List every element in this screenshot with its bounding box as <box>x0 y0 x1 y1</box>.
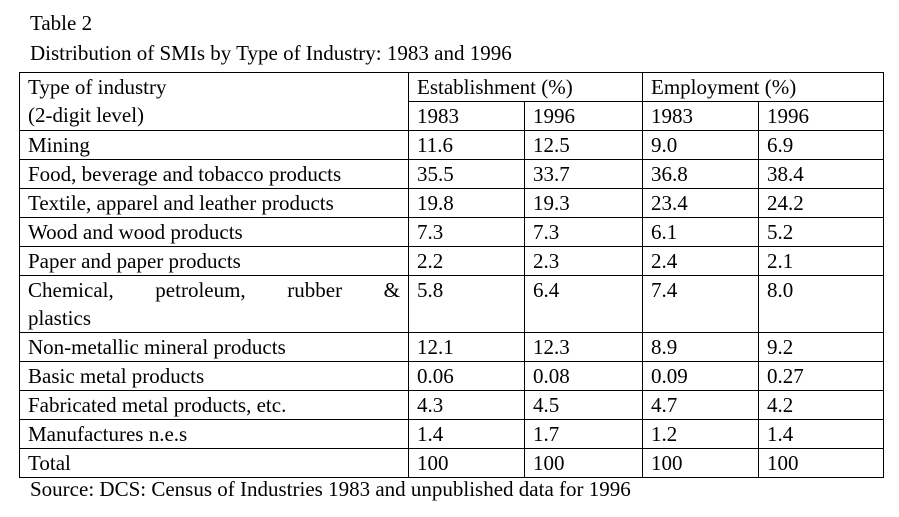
value-cell: 1.2 <box>642 419 759 449</box>
value-cell: 1.4 <box>758 419 884 449</box>
value-cell: 2.4 <box>642 246 759 276</box>
industry-name: Manufactures n.e.s <box>19 419 409 449</box>
value-cell: 1.7 <box>524 419 643 449</box>
type-of-industry-header: Type of industry (2-digit level) <box>19 72 409 131</box>
value-cell: 19.8 <box>408 188 525 218</box>
industry-word: rubber <box>287 278 343 302</box>
value-cell: 0.06 <box>408 361 525 391</box>
value-cell: 5.8 <box>408 275 525 333</box>
header-row: Type of industry (2-digit level) Establi… <box>19 72 884 131</box>
table-row: Non-metallic mineral products 12.1 12.3 … <box>19 332 884 362</box>
industry-name: Textile, apparel and leather products <box>19 188 409 218</box>
value-cell: 5.2 <box>758 217 884 247</box>
value-cell: 12.1 <box>408 332 525 362</box>
industry-name-line2: plastics <box>28 306 91 330</box>
value-cell: 12.3 <box>524 332 643 362</box>
industry-name: Food, beverage and tobacco products <box>19 159 409 189</box>
value-cell: 23.4 <box>642 188 759 218</box>
table-row: Paper and paper products 2.2 2.3 2.4 2.1 <box>19 246 884 276</box>
industry-name: Wood and wood products <box>19 217 409 247</box>
table-number: Table 2 <box>30 11 93 35</box>
source-note: Source: DCS: Census of Industries 1983 a… <box>30 477 631 501</box>
value-cell: 7.3 <box>408 217 525 247</box>
value-cell: 4.5 <box>524 390 643 420</box>
year-header: 1983 <box>642 101 759 131</box>
value-cell: 24.2 <box>758 188 884 218</box>
industry-name: Basic metal products <box>19 361 409 391</box>
value-cell: 100 <box>758 448 884 478</box>
table-caption: Distribution of SMIs by Type of Industry… <box>30 41 512 65</box>
year-header: 1996 <box>758 101 884 131</box>
industry-word: petroleum, <box>155 278 246 302</box>
establishment-header: Establishment (%) <box>408 72 643 102</box>
value-cell: 0.27 <box>758 361 884 391</box>
value-cell: 33.7 <box>524 159 643 189</box>
value-cell: 11.6 <box>408 130 525 160</box>
value-cell: 6.9 <box>758 130 884 160</box>
value-cell: 2.1 <box>758 246 884 276</box>
value-cell: 100 <box>408 448 525 478</box>
value-cell: 35.5 <box>408 159 525 189</box>
industry-name: Fabricated metal products, etc. <box>19 390 409 420</box>
type-of-industry-label: Type of industry <box>28 75 167 99</box>
digit-level-label: (2-digit level) <box>28 103 145 127</box>
value-cell: 100 <box>524 448 643 478</box>
table-row: Fabricated metal products, etc. 4.3 4.5 … <box>19 390 884 420</box>
value-cell: 19.3 <box>524 188 643 218</box>
table-row: Textile, apparel and leather products 19… <box>19 188 884 218</box>
industry-name: Paper and paper products <box>19 246 409 276</box>
value-cell: 4.7 <box>642 390 759 420</box>
table-row: Basic metal products 0.06 0.08 0.09 0.27 <box>19 361 884 391</box>
value-cell: 38.4 <box>758 159 884 189</box>
industry-name: Total <box>19 448 409 478</box>
table-row: Mining 11.6 12.5 9.0 6.9 <box>19 130 884 160</box>
table-row: Food, beverage and tobacco products 35.5… <box>19 159 884 189</box>
industry-word: & <box>383 278 400 302</box>
value-cell: 0.08 <box>524 361 643 391</box>
table-row: Wood and wood products 7.3 7.3 6.1 5.2 <box>19 217 884 247</box>
table-row: Manufactures n.e.s 1.4 1.7 1.2 1.4 <box>19 419 884 449</box>
industry-word: Chemical, <box>28 278 114 302</box>
value-cell: 9.0 <box>642 130 759 160</box>
value-cell: 7.4 <box>642 275 759 333</box>
year-header: 1996 <box>524 101 643 131</box>
value-cell: 4.2 <box>758 390 884 420</box>
value-cell: 8.9 <box>642 332 759 362</box>
year-header: 1983 <box>408 101 525 131</box>
industry-name: Non-metallic mineral products <box>19 332 409 362</box>
value-cell: 1.4 <box>408 419 525 449</box>
value-cell: 2.2 <box>408 246 525 276</box>
value-cell: 12.5 <box>524 130 643 160</box>
employment-header: Employment (%) <box>642 72 884 102</box>
industry-name: Chemical, petroleum, rubber & plastics <box>19 275 409 333</box>
industry-name-line1: Chemical, petroleum, rubber & <box>28 276 400 304</box>
value-cell: 7.3 <box>524 217 643 247</box>
industry-distribution-table: Type of industry (2-digit level) Establi… <box>19 72 884 478</box>
value-cell: 0.09 <box>642 361 759 391</box>
value-cell: 9.2 <box>758 332 884 362</box>
value-cell: 6.4 <box>524 275 643 333</box>
total-row: Total 100 100 100 100 <box>19 448 884 478</box>
industry-name: Mining <box>19 130 409 160</box>
value-cell: 4.3 <box>408 390 525 420</box>
value-cell: 100 <box>642 448 759 478</box>
value-cell: 6.1 <box>642 217 759 247</box>
value-cell: 8.0 <box>758 275 884 333</box>
value-cell: 36.8 <box>642 159 759 189</box>
value-cell: 2.3 <box>524 246 643 276</box>
table-row: Chemical, petroleum, rubber & plastics 5… <box>19 275 884 333</box>
